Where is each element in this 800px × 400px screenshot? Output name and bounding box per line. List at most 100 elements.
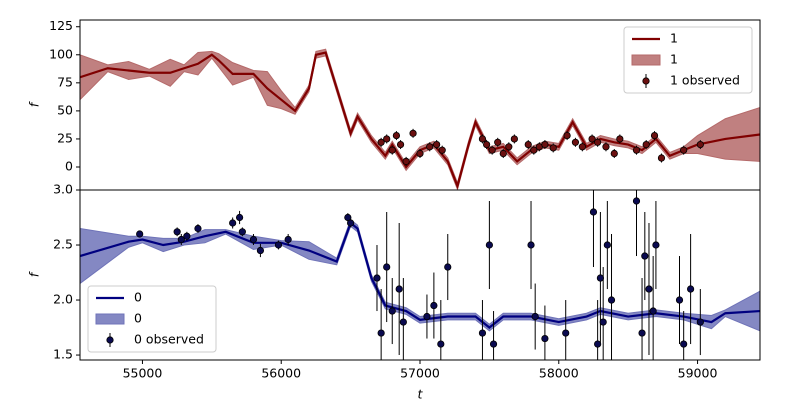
observed-point <box>344 213 352 222</box>
observed-point <box>562 329 570 337</box>
observed-point <box>541 140 549 149</box>
x-tick-label: 58000 <box>539 366 579 381</box>
observed-point <box>563 131 571 140</box>
observed-point <box>373 274 381 282</box>
observed-point <box>444 263 452 271</box>
observed-point <box>183 232 191 240</box>
observed-point <box>229 219 237 227</box>
y-tick-label: 50 <box>57 102 73 117</box>
observed-point <box>594 138 602 146</box>
observed-point <box>383 263 391 271</box>
observed-point <box>527 241 535 249</box>
observed-point <box>392 131 401 140</box>
observed-point <box>649 307 657 315</box>
observed-point <box>478 135 487 143</box>
observed-point <box>602 143 610 151</box>
observed-point <box>638 329 646 337</box>
observed-point <box>136 230 144 238</box>
observed-point <box>409 129 417 137</box>
observed-point <box>632 146 641 154</box>
observed-point <box>596 274 605 282</box>
observed-point <box>641 252 649 260</box>
observed-point <box>571 138 580 146</box>
observed-point <box>632 197 641 205</box>
observed-point <box>494 138 502 146</box>
observed-point <box>416 149 424 158</box>
y-tick-label: 2.5 <box>53 237 73 252</box>
observed-point <box>483 140 491 149</box>
observed-point <box>594 340 602 348</box>
observed-point <box>399 318 407 326</box>
observed-point <box>377 329 385 337</box>
observed-point <box>510 135 518 143</box>
observed-point <box>194 224 202 233</box>
observed-point <box>395 285 403 293</box>
model-line <box>80 221 760 329</box>
x-tick-label: 59000 <box>678 366 718 381</box>
observed-point <box>680 340 688 348</box>
observed-point <box>588 135 596 143</box>
observed-point <box>256 246 265 255</box>
legend-band <box>631 54 661 66</box>
legend-band <box>95 313 125 325</box>
x-tick-label: 55000 <box>123 366 163 381</box>
observed-point <box>249 235 258 244</box>
x-axis-label: t <box>418 387 424 400</box>
observed-point <box>238 228 246 236</box>
legend-label: 0 <box>134 290 142 305</box>
observed-point <box>274 241 283 249</box>
observed-point <box>675 296 684 304</box>
legend-label: 1 <box>670 31 678 46</box>
observed-point <box>541 334 549 343</box>
y-tick-label: 0 <box>65 158 73 173</box>
observed-point <box>485 241 493 249</box>
observed-point <box>603 241 611 249</box>
observed-point <box>696 140 704 149</box>
observed-point <box>687 285 695 293</box>
observed-point <box>549 144 557 152</box>
observed-point <box>478 329 487 337</box>
observed-point <box>433 140 441 149</box>
observed-point <box>645 285 653 293</box>
observed-point <box>696 318 704 326</box>
observed-point <box>430 301 438 310</box>
observed-point <box>680 146 688 154</box>
observed-point <box>437 340 445 348</box>
observed-point <box>578 143 586 151</box>
observed-point <box>489 340 498 348</box>
observed-point <box>610 149 618 158</box>
observed-point <box>173 228 181 236</box>
observed-point <box>488 146 496 154</box>
legend-marker <box>106 336 114 344</box>
x-tick-label: 56000 <box>261 366 301 381</box>
observed-point <box>531 312 539 321</box>
y-tick-label: 1.5 <box>53 347 73 362</box>
observed-point <box>423 312 431 321</box>
legend-label: 0 <box>134 311 142 326</box>
observed-point <box>524 140 532 149</box>
legend-marker <box>642 77 650 85</box>
observed-point <box>589 208 598 216</box>
observed-point <box>657 154 666 162</box>
legend-label: 1 <box>670 52 678 67</box>
observed-point <box>388 307 396 315</box>
observed-point <box>616 135 624 143</box>
legend-box <box>87 285 217 353</box>
y-tick-label: 100 <box>49 46 73 61</box>
legend-label: 1 observed <box>670 73 740 88</box>
observed-point <box>177 235 185 244</box>
y-tick-label: 25 <box>57 130 73 145</box>
observed-point <box>652 241 660 249</box>
y-axis-label: f <box>27 271 42 277</box>
observed-point <box>599 318 607 326</box>
legend-box <box>623 26 753 94</box>
observed-point <box>530 146 538 154</box>
observed-point <box>402 157 410 165</box>
observed-point <box>499 149 507 158</box>
observed-point <box>235 213 244 222</box>
observed-point <box>505 143 513 151</box>
observed-point <box>426 143 434 151</box>
observed-point <box>607 296 616 304</box>
observed-point <box>388 146 396 154</box>
